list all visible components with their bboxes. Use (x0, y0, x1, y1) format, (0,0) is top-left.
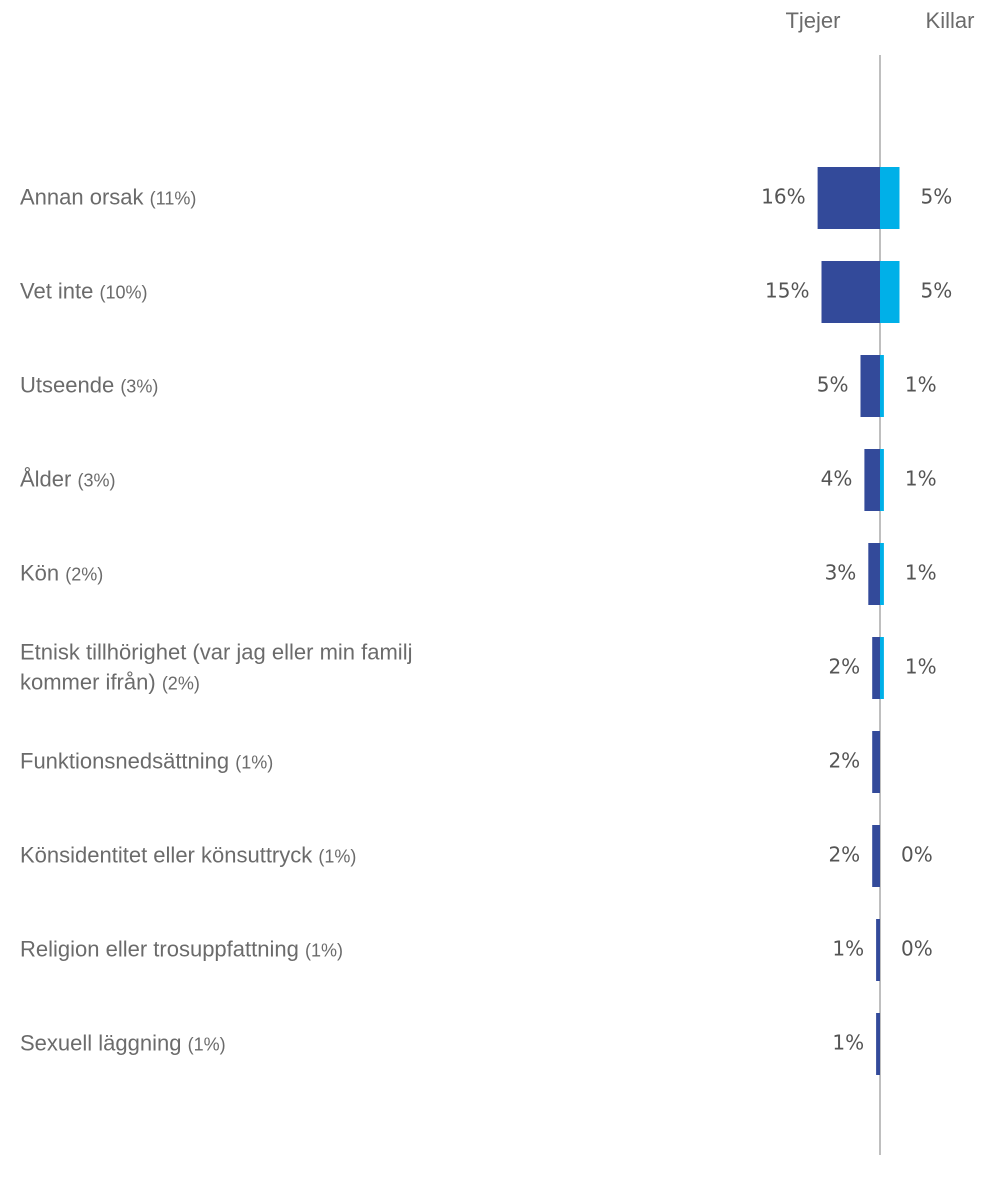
category-label: Utseende (3%) (20, 371, 475, 402)
legend-label: Tjejer (785, 8, 840, 33)
category-name: Funktionsnedsättning (20, 748, 230, 774)
value-label: 2% (828, 749, 860, 773)
bar (876, 919, 880, 981)
bar (880, 355, 884, 417)
category-total: (2%) (161, 673, 200, 694)
value-label: 1% (832, 1031, 864, 1055)
value-label: 1% (832, 937, 864, 961)
value-label: 5% (921, 185, 953, 209)
category-label: Ålder (3%) (20, 465, 475, 496)
value-label: 2% (828, 655, 860, 679)
legend-label: Killar (926, 8, 975, 33)
category-total: (10%) (99, 282, 148, 303)
category-total: (1%) (187, 1034, 226, 1055)
category-label: Funktionsnedsättning (1%) (20, 747, 475, 778)
value-label: 1% (905, 561, 937, 585)
bar (860, 355, 880, 417)
value-label: 5% (921, 279, 953, 303)
category-label: Kön (2%) (20, 559, 475, 590)
bar (864, 449, 880, 511)
value-label: 5% (817, 373, 849, 397)
category-name: Könsidentitet eller könsuttryck (20, 842, 313, 868)
category-total: (1%) (318, 846, 357, 867)
category-label: Annan orsak (11%) (20, 183, 475, 214)
category-name: Ålder (20, 466, 72, 492)
category-name: Utseende (20, 372, 115, 398)
category-name: Kön (20, 560, 60, 586)
value-label: 1% (905, 655, 937, 679)
value-label: 4% (821, 467, 853, 491)
bar (872, 825, 880, 887)
bar (880, 261, 900, 323)
bar (872, 731, 880, 793)
bar (868, 543, 880, 605)
bar (880, 449, 884, 511)
category-name: Annan orsak (20, 184, 144, 210)
bar (817, 167, 880, 229)
category-name: Sexuell läggning (20, 1030, 182, 1056)
bar (821, 261, 880, 323)
category-label: Sexuell läggning (1%) (20, 1029, 475, 1060)
category-label: Vet inte (10%) (20, 277, 475, 308)
value-label: 16% (761, 185, 805, 209)
category-label: Etnisk tillhörighet (var jag eller min f… (20, 638, 475, 699)
category-total: (2%) (65, 564, 104, 585)
category-label: Religion eller trosuppfattning (1%) (20, 935, 475, 966)
category-total: (3%) (120, 376, 159, 397)
value-label: 3% (825, 561, 857, 585)
category-total: (1%) (304, 940, 343, 961)
value-label: 15% (765, 279, 809, 303)
category-total: (11%) (149, 188, 197, 209)
value-label: 1% (905, 467, 937, 491)
bar (880, 637, 884, 699)
category-name: Religion eller trosuppfattning (20, 936, 299, 962)
category-name: Etnisk tillhörighet (var jag eller min f… (20, 639, 413, 695)
bar (880, 167, 900, 229)
value-label: 1% (905, 373, 937, 397)
value-label: 2% (828, 843, 860, 867)
bar (872, 637, 880, 699)
value-label: 0% (901, 843, 933, 867)
category-total: (1%) (235, 752, 274, 773)
category-total: (3%) (77, 470, 116, 491)
category-name: Vet inte (20, 278, 94, 304)
bar (880, 543, 884, 605)
bar (876, 1013, 880, 1075)
category-label: Könsidentitet eller könsuttryck (1%) (20, 841, 475, 872)
value-label: 0% (901, 937, 933, 961)
